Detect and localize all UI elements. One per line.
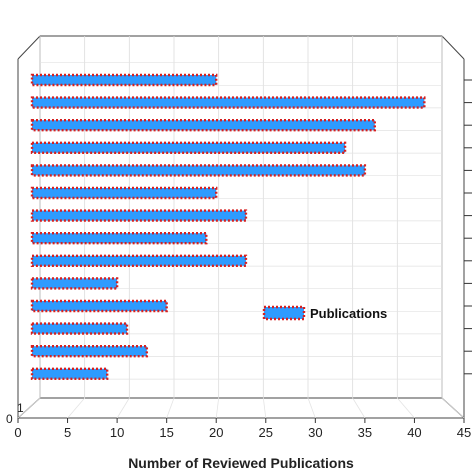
y-axis-max-label: 1 [17, 401, 24, 415]
grid-line-floor [352, 397, 366, 419]
x-tick-label: 20 [209, 425, 223, 440]
bar [30, 141, 347, 155]
x-tick-label: 5 [64, 425, 71, 440]
grid-line-floor [262, 397, 267, 419]
bar [30, 231, 208, 245]
bar [30, 164, 367, 177]
grid-line-floor [215, 397, 220, 419]
x-tick-label: 10 [110, 425, 124, 440]
x-tick-label: 40 [407, 425, 421, 440]
bar [30, 367, 109, 380]
x-tick-label: 15 [159, 425, 173, 440]
grid-line-floor [116, 397, 130, 419]
x-tick-label: 30 [308, 425, 322, 440]
box-edge [441, 35, 465, 60]
grid-line-floor [397, 397, 415, 419]
bar [30, 186, 218, 200]
x-tick-label: 0 [14, 425, 21, 440]
legend: Publications [262, 305, 387, 321]
x-axis: 0 5 10 15 20 25 30 35 40 45 [14, 79, 472, 440]
bar [30, 277, 119, 290]
bar [30, 73, 218, 87]
bar [30, 118, 376, 132]
grid-line-floor [441, 397, 465, 419]
bar [30, 254, 248, 268]
x-tick-label: 35 [358, 425, 372, 440]
legend-label: Publications [310, 306, 387, 321]
grid-line-floor [17, 397, 41, 419]
bar [30, 209, 248, 222]
x-axis-title: Number of Reviewed Publications [128, 455, 354, 471]
grid-line-floor [307, 397, 316, 419]
grid-line-floor [67, 397, 85, 419]
bar [30, 299, 168, 313]
bars [30, 73, 426, 380]
legend-swatch [262, 305, 306, 321]
x-tick-label: 45 [457, 425, 471, 440]
bar [30, 345, 149, 358]
box-edge [17, 35, 41, 60]
x-tick-label: 25 [259, 425, 273, 440]
bar [30, 96, 426, 109]
y-axis-min-label: 0 [6, 412, 13, 426]
bar [30, 322, 129, 335]
grid-line-floor [166, 397, 175, 419]
